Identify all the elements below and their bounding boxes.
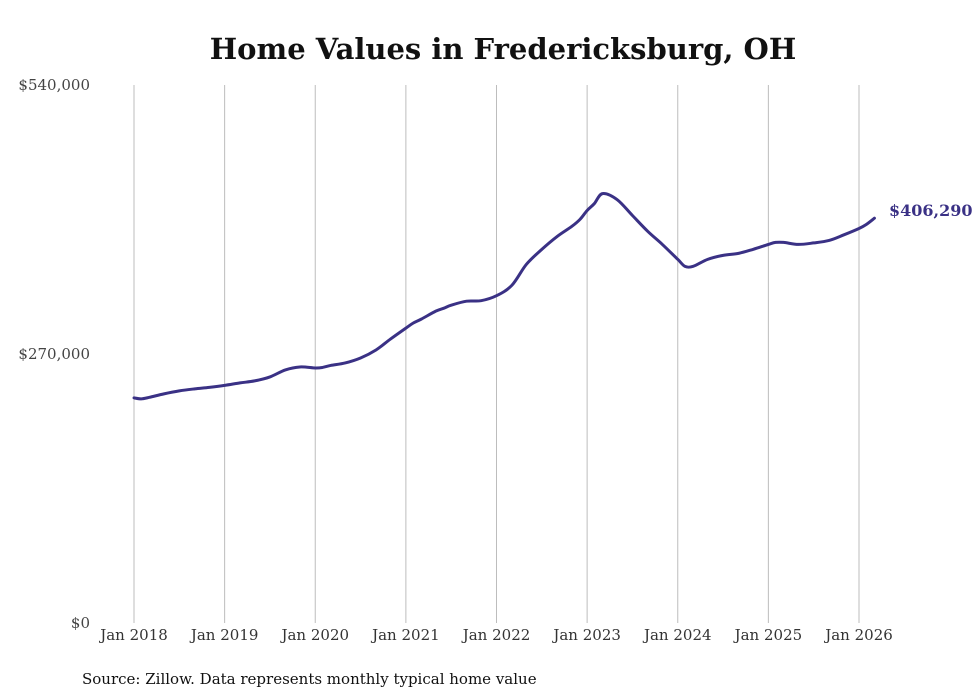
series-layer: [132, 192, 876, 401]
x-tick-label-0: Jan 2018: [98, 626, 168, 644]
chart-title: Home Values in Fredericksburg, OH: [210, 32, 796, 66]
y-tick-label-2: $540,000: [18, 76, 90, 94]
y-tick-label-0: $0: [71, 614, 90, 632]
x-tick-label-4: Jan 2022: [461, 626, 531, 644]
x-tick-label-7: Jan 2025: [733, 626, 803, 644]
x-tick-label-1: Jan 2019: [189, 626, 259, 644]
series-line-0: [132, 192, 876, 401]
y-axis-tick-labels: $0 $270,000 $540,000: [18, 76, 90, 632]
x-tick-label-6: Jan 2024: [642, 626, 712, 644]
x-axis-tick-labels: Jan 2018 Jan 2019 Jan 2020 Jan 2021 Jan 2022…: [98, 626, 893, 644]
series-end-label: $406,290: [889, 201, 973, 220]
y-tick-label-1: $270,000: [18, 345, 90, 363]
x-tick-label-8: Jan 2026: [823, 626, 893, 644]
source-note: Source: Zillow. Data represents monthly …: [82, 670, 537, 688]
x-tick-label-2: Jan 2020: [279, 626, 349, 644]
vertical-gridlines: [133, 85, 860, 623]
x-tick-label-3: Jan 2021: [370, 626, 440, 644]
x-tick-label-5: Jan 2023: [551, 626, 621, 644]
